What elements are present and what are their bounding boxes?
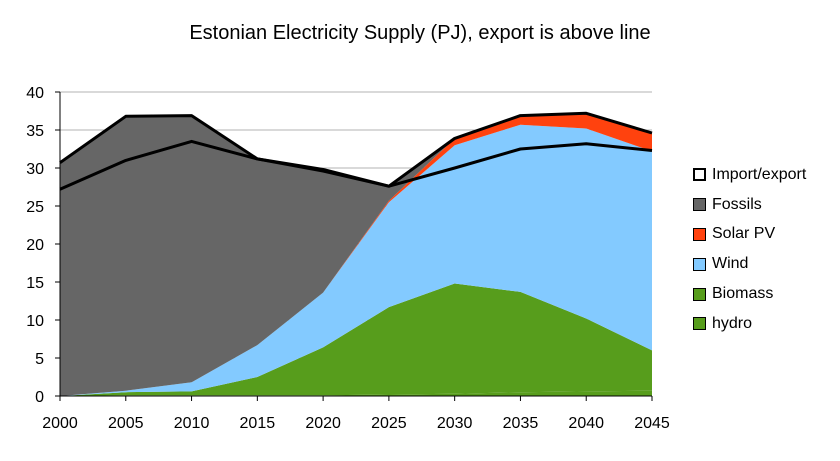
legend-label: Biomass [712, 285, 774, 303]
y-tick-label: 10 [26, 313, 44, 330]
area-fossils [60, 113, 652, 397]
legend-item-fossils: Fossils [693, 190, 838, 220]
legend-label: Fossils [712, 195, 762, 213]
legend: Import/export Fossils Solar PV Wind Biomass h… [693, 160, 838, 339]
x-tick-label: 2035 [503, 415, 539, 432]
x-tick-label: 2025 [371, 415, 407, 432]
chart-title: Estonian Electricity Supply (PJ), export… [189, 22, 651, 44]
y-tick-label: 15 [26, 275, 44, 292]
legend-swatch [693, 317, 706, 331]
legend-item-biomass: Biomass [693, 279, 838, 309]
y-tick-label: 0 [35, 389, 44, 406]
x-tick-label: 2040 [568, 415, 604, 432]
area-wind [60, 124, 652, 396]
x-tick-label: 2030 [437, 415, 473, 432]
legend-swatch [693, 227, 706, 241]
x-tick-label: 2045 [634, 415, 670, 432]
legend-swatch [693, 287, 706, 301]
legend-label: Solar PV [712, 225, 776, 243]
x-tick-label: 2000 [42, 415, 78, 432]
legend-item-solar-pv: Solar PV [693, 220, 838, 250]
line-series [59, 111, 653, 191]
legend-swatch [693, 198, 706, 212]
y-tick-label: 35 [26, 123, 44, 140]
legend-label: Import/export [712, 165, 807, 183]
legend-item-import-export: Import/export [693, 160, 838, 190]
legend-item-wind: Wind [693, 249, 838, 279]
legend-label: hydro [712, 314, 753, 332]
legend-swatch [693, 168, 706, 182]
y-tick-label: 5 [35, 351, 44, 368]
legend-item-hydro: hydro [693, 309, 838, 339]
y-tick-label: 40 [26, 85, 44, 102]
y-tick-label: 25 [26, 199, 44, 216]
legend-swatch [693, 257, 706, 271]
area-hydro [60, 390, 652, 396]
line-import-export [59, 139, 653, 191]
area-series [60, 113, 652, 397]
x-tick-label: 2005 [108, 415, 144, 432]
x-tick-label: 2020 [305, 415, 341, 432]
legend-label: Wind [712, 255, 749, 273]
x-tick-label: 2015 [240, 415, 276, 432]
y-tick-label: 30 [26, 161, 44, 178]
x-tick-label: 2010 [174, 415, 210, 432]
area-biomass [60, 283, 652, 396]
y-tick-label: 20 [26, 237, 44, 254]
